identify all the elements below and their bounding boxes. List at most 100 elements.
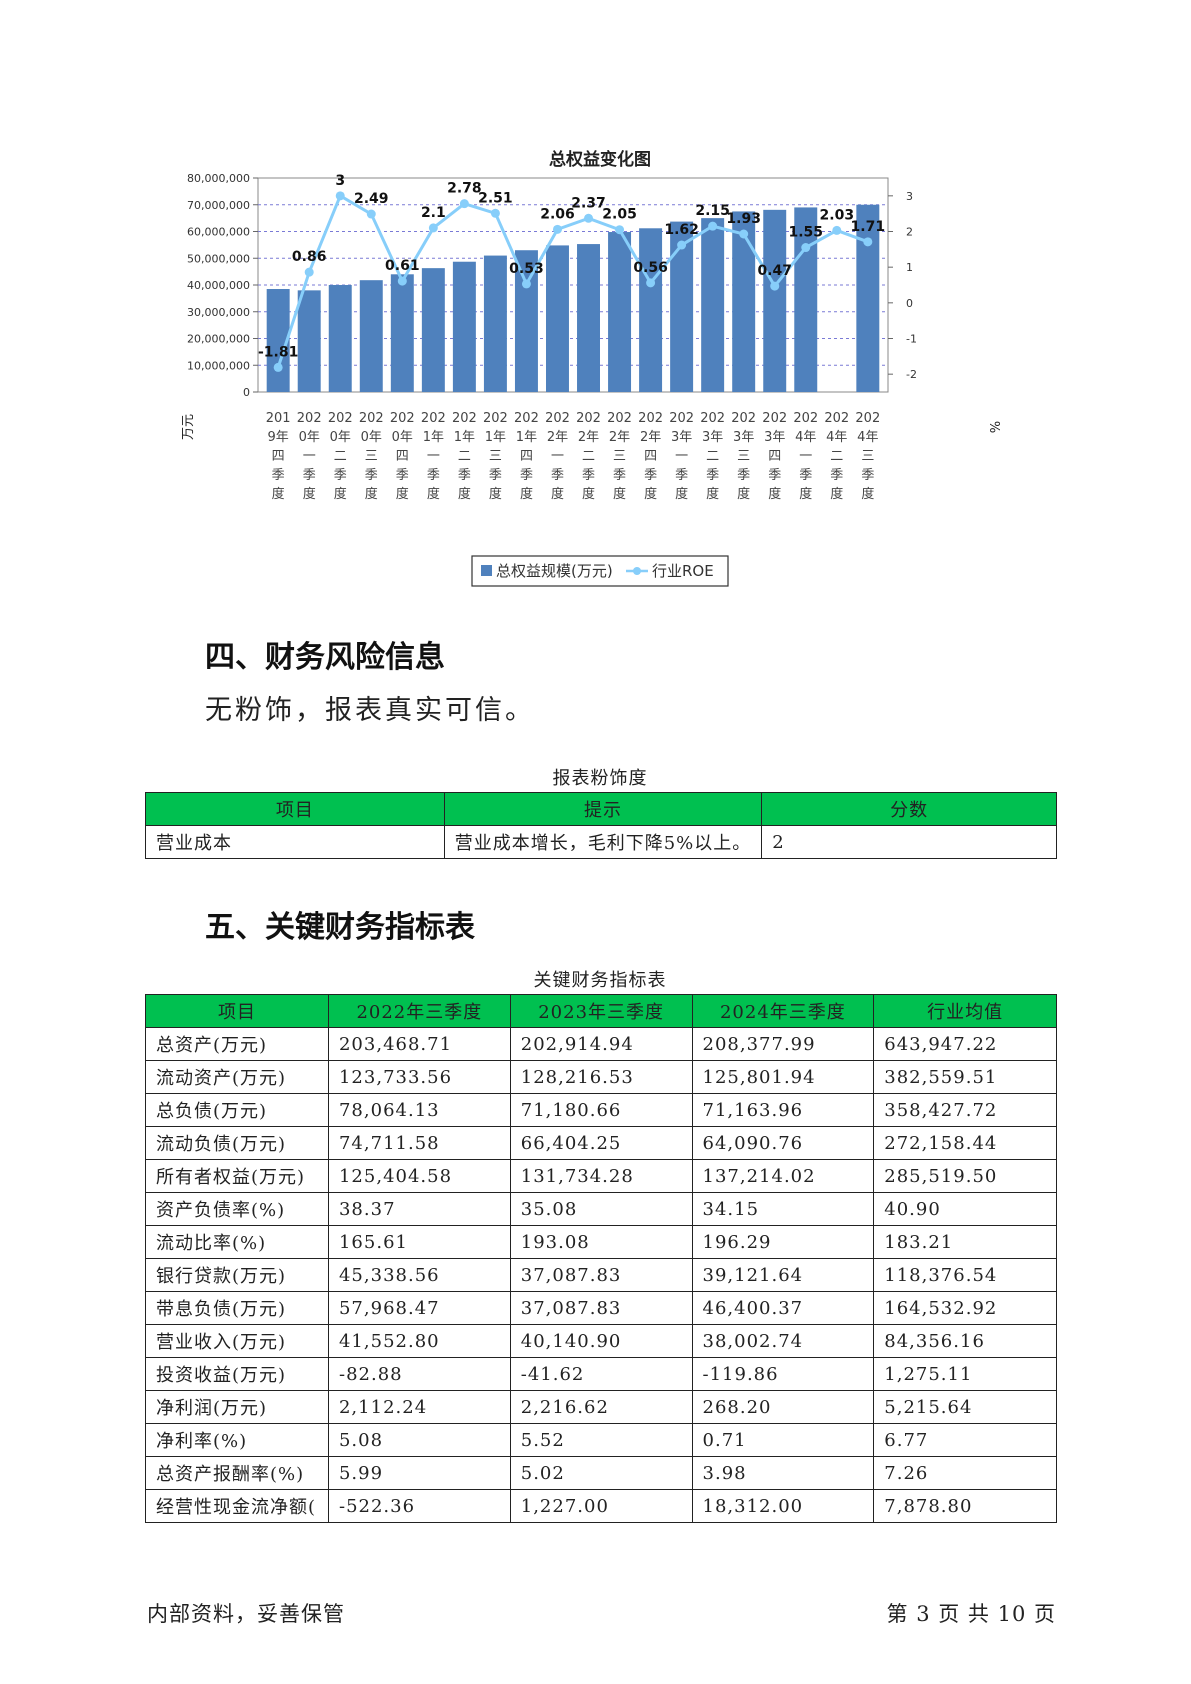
table-cell: 131,734.28 [509, 1159, 693, 1193]
table-cell: 74,711.58 [327, 1126, 511, 1160]
roe-point [677, 240, 687, 250]
roe-data-label: 2.51 [478, 190, 513, 206]
table-cell: 5.02 [509, 1456, 693, 1490]
x-tick-label: 202 4年三季度 [855, 411, 880, 502]
roe-point [584, 213, 594, 223]
table-header-cell: 提示 [443, 792, 763, 826]
table-cell: 5.99 [327, 1456, 511, 1490]
table-cell: 358,427.72 [873, 1093, 1057, 1127]
roe-point [397, 276, 407, 286]
table-cell: 总资产(万元) [145, 1027, 329, 1061]
table-cell: 6.77 [873, 1423, 1057, 1457]
table-cell: 7.26 [873, 1456, 1057, 1490]
roe-point [335, 191, 345, 201]
roe-point [863, 237, 873, 247]
footer-left: 内部资料，妥善保管 [147, 1602, 345, 1626]
table-cell: 643,947.22 [873, 1027, 1057, 1061]
table-cell: 196.29 [691, 1225, 875, 1259]
table-cell: 46,400.37 [691, 1291, 875, 1325]
right-tick-label: 2 [906, 226, 913, 239]
x-tick-label: 202 0年三季度 [359, 411, 384, 502]
section4-table-caption: 报表粉饰度 [552, 768, 648, 789]
table-cell: 125,801.94 [691, 1060, 875, 1094]
table-row: 总资产(万元) 203,468.71 202,914.94 208,377.99 643… [145, 1027, 1057, 1061]
table-cell: 营业收入(万元) [145, 1324, 329, 1358]
x-tick-label: 202 0年二季度 [328, 411, 353, 502]
table-cell: 165.61 [327, 1225, 511, 1259]
table-row: 流动资产(万元) 123,733.56 128,216.53 125,801.94 38… [145, 1060, 1057, 1094]
table-header-cell: 行业均值 [873, 994, 1057, 1028]
roe-point [428, 223, 438, 233]
roe-point [273, 362, 283, 372]
table-row: 净利率(%) 5.08 5.52 0.71 6.77 [145, 1423, 1057, 1457]
left-tick-label: 50,000,000 [187, 252, 250, 265]
table-cell: 125,404.58 [327, 1159, 511, 1193]
table-cell: 38,002.74 [691, 1324, 875, 1358]
table-cell: 118,376.54 [873, 1258, 1057, 1292]
table-cell: 流动比率(%) [145, 1225, 329, 1259]
table-cell: 净利率(%) [145, 1423, 329, 1457]
table-row: 资产负债率(%) 38.37 35.08 34.15 40.90 [145, 1192, 1057, 1226]
table-cell: 164,532.92 [873, 1291, 1057, 1325]
table-header-row: 项目 2022年三季度 2023年三季度 2024年三季度 行业均值 [145, 994, 1057, 1028]
table-header-cell: 2024年三季度 [691, 994, 875, 1028]
roe-point [708, 221, 718, 231]
roe-data-label: 3 [335, 173, 345, 189]
x-tick-label: 202 3年四季度 [762, 411, 787, 502]
right-tick-label: -2 [906, 368, 917, 381]
table-row: 投资收益(万元) -82.88 -41.62 -119.86 1,275.11 [145, 1357, 1057, 1391]
roe-data-label: 2.03 [820, 207, 855, 223]
x-tick-label: 202 1年四季度 [514, 411, 539, 502]
table-header-cell: 分数 [761, 792, 1057, 826]
table-cell: 38.37 [327, 1192, 511, 1226]
bar-equity [608, 232, 632, 392]
table-cell: 营业成本增长，毛利下降5%以上。 [443, 825, 763, 859]
table-cell: 2,216.62 [509, 1390, 693, 1424]
roe-data-label: 0.47 [757, 263, 792, 279]
table-cell: 285,519.50 [873, 1159, 1057, 1193]
bar-equity [514, 250, 538, 392]
roe-point [459, 199, 469, 209]
x-tick-label: 202 4年二季度 [824, 411, 849, 502]
roe-data-label: 2.49 [354, 191, 389, 207]
table-cell: -119.86 [691, 1357, 875, 1391]
roe-data-label: 1.62 [664, 222, 699, 238]
roe-point [366, 209, 376, 219]
table-cell: 268.20 [691, 1390, 875, 1424]
roe-data-label: 1.93 [726, 211, 761, 227]
section5-title: 五、关键财务指标表 [205, 910, 475, 945]
table-header-cell: 项目 [145, 792, 445, 826]
bar-equity [670, 221, 694, 392]
left-tick-label: 40,000,000 [187, 279, 250, 292]
x-tick-label: 202 2年四季度 [638, 411, 663, 502]
table-row: 净利润(万元) 2,112.24 2,216.62 268.20 5,215.64 [145, 1390, 1057, 1424]
bar-equity [701, 218, 725, 392]
table-cell: -41.62 [509, 1357, 693, 1391]
table-cell: 34.15 [691, 1192, 875, 1226]
table-cell: 营业成本 [145, 825, 445, 859]
table-cell: 382,559.51 [873, 1060, 1057, 1094]
table-cell: 78,064.13 [327, 1093, 511, 1127]
left-axis-label: 万元 [181, 414, 196, 440]
table-cell: 35.08 [509, 1192, 693, 1226]
section4-title: 四、财务风险信息 [205, 640, 445, 675]
table-row: 营业成本 营业成本增长，毛利下降5%以上。 2 [145, 825, 1057, 859]
table-cell: 资产负债率(%) [145, 1192, 329, 1226]
roe-data-label: 0.61 [385, 258, 420, 274]
bar-equity [546, 245, 569, 392]
roe-point [770, 281, 780, 291]
roe-point [801, 243, 811, 253]
roe-point [646, 278, 656, 288]
table-cell: 137,214.02 [691, 1159, 875, 1193]
left-tick-label: 70,000,000 [187, 199, 250, 212]
roe-data-label: 2.15 [695, 203, 730, 219]
roe-line [276, 193, 869, 368]
right-tick-label: 3 [906, 190, 913, 203]
bar-equity [639, 228, 663, 392]
table-cell: 3.98 [691, 1456, 875, 1490]
table-cell: 66,404.25 [509, 1126, 693, 1160]
table-cell: 40,140.90 [509, 1324, 693, 1358]
table-cell: 2 [761, 825, 1057, 859]
table-cell: 18,312.00 [691, 1489, 875, 1523]
table-cell: 投资收益(万元) [145, 1357, 329, 1391]
